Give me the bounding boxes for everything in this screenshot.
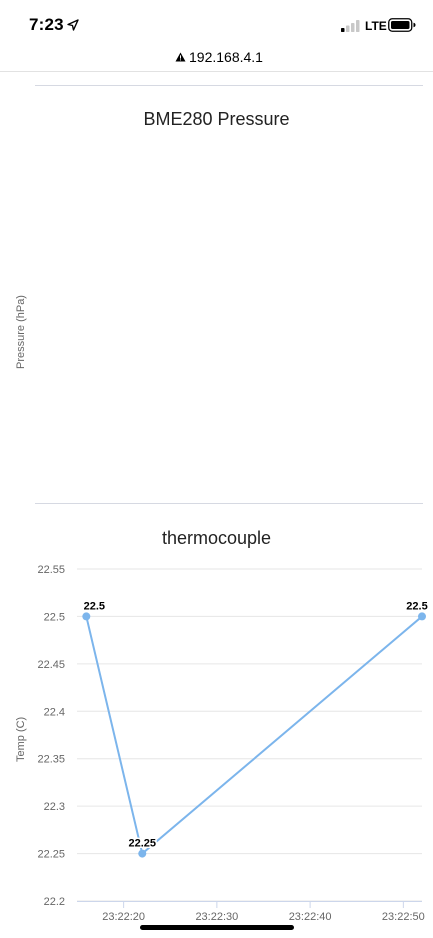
x-tick-label: 23:22:20 bbox=[102, 911, 145, 923]
location-arrow-icon bbox=[67, 19, 79, 31]
pressure-y-axis-title: Pressure (hPa) bbox=[15, 295, 27, 369]
warning-icon bbox=[175, 52, 186, 62]
url-text[interactable]: 192.168.4.1 bbox=[189, 49, 263, 65]
url-bar[interactable]: 192.168.4.1 bbox=[0, 44, 433, 72]
pressure-chart-title: BME280 Pressure bbox=[143, 109, 290, 129]
data-point bbox=[418, 612, 426, 621]
data-point bbox=[138, 849, 147, 858]
y-tick-label: 22.4 bbox=[44, 706, 65, 718]
y-tick-label: 22.2 bbox=[44, 896, 65, 908]
y-tick-label: 22.3 bbox=[44, 801, 65, 813]
data-label: 22.5 bbox=[84, 600, 105, 612]
signal-bars-icon bbox=[341, 20, 360, 32]
thermocouple-chart-title: thermocouple bbox=[161, 528, 272, 548]
x-tick-label: 23:22:50 bbox=[382, 911, 425, 923]
chart-divider bbox=[35, 85, 423, 86]
data-point bbox=[82, 612, 91, 621]
data-label: 22.5 bbox=[406, 600, 427, 612]
data-label: 22.25 bbox=[129, 838, 157, 850]
thermocouple-chart: 22.55 22.5 22.45 22.4 22.35 22.3 22.25 22.2 23:2… bbox=[37, 564, 429, 923]
status-time: 7:23 bbox=[29, 15, 64, 34]
y-tick-label: 22.25 bbox=[37, 849, 65, 861]
battery-icon bbox=[388, 18, 416, 32]
home-indicator bbox=[140, 925, 294, 930]
status-bar: 7:23 LTE bbox=[0, 0, 433, 44]
y-tick-label: 22.45 bbox=[37, 659, 65, 671]
series-line bbox=[85, 615, 423, 856]
y-tick-label: 22.35 bbox=[37, 754, 65, 766]
y-tick-label: 22.55 bbox=[37, 564, 65, 576]
x-tick-label: 23:22:40 bbox=[289, 911, 332, 923]
y-tick-label: 22.5 bbox=[44, 611, 65, 623]
chart-divider bbox=[35, 503, 423, 504]
network-label: LTE bbox=[365, 19, 387, 33]
x-tick-label: 23:22:30 bbox=[195, 911, 238, 923]
